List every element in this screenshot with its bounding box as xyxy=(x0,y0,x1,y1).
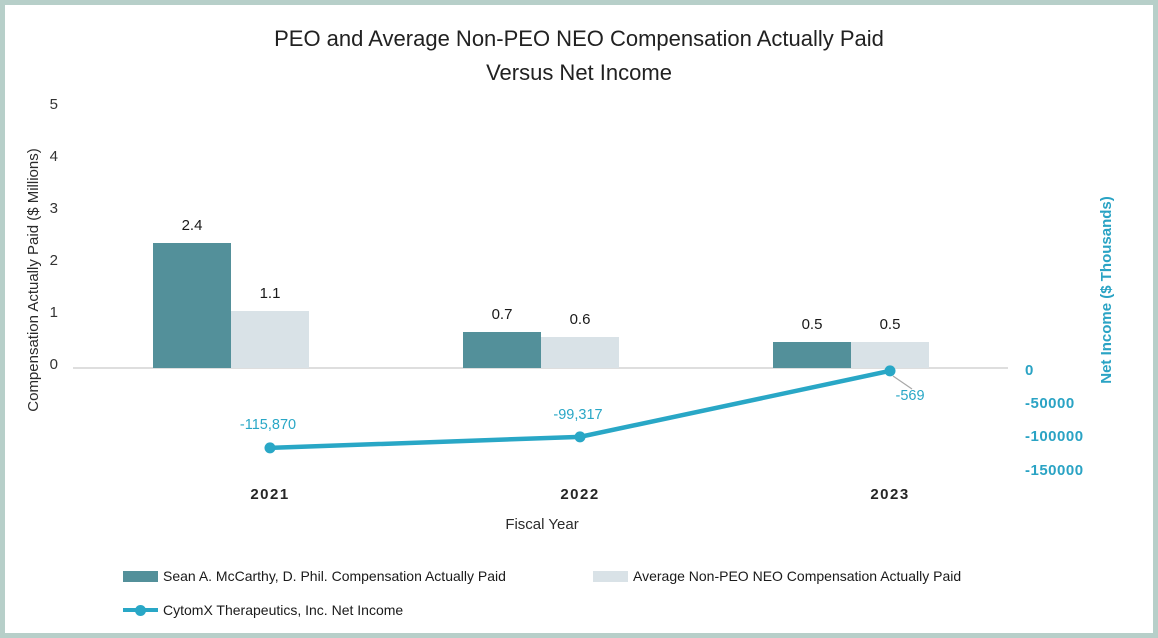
net-income-point xyxy=(264,442,276,454)
legend-swatch-nonpeo-bar xyxy=(593,571,628,582)
x-axis-tick: 2021 xyxy=(250,486,290,503)
right-axis-tick: 0 xyxy=(1025,361,1034,379)
right-axis-tick: -150000 xyxy=(1025,461,1084,479)
bar-value-label: 1.1 xyxy=(259,284,281,302)
legend-label-nonpeo-bar: Average Non-PEO NEO Compensation Actuall… xyxy=(633,568,962,584)
x-axis-title: Fiscal Year xyxy=(505,516,579,533)
label-leader-line xyxy=(892,375,913,390)
left-axis-tick: 1 xyxy=(49,304,58,321)
zero-gridline xyxy=(73,367,1008,369)
x-axis-tick: 2023 xyxy=(870,486,910,503)
chart-title-line2: Versus Net Income xyxy=(486,60,672,85)
left-axis-tick: 4 xyxy=(49,148,58,165)
left-axis-tick: 3 xyxy=(49,200,58,217)
bar-value-label: 0.5 xyxy=(801,316,823,333)
net-income-point xyxy=(884,365,896,377)
left-axis-tick: 2 xyxy=(49,252,58,269)
bar-value-label: 0.7 xyxy=(491,305,513,323)
compensation-bar-peo xyxy=(463,331,541,368)
point-value-label: -115,870 xyxy=(239,416,297,433)
compensation-bar-nonpeo xyxy=(231,310,309,368)
legend-marker-dot xyxy=(135,605,146,616)
bar-value-label: 2.4 xyxy=(181,217,203,235)
x-axis-tick: 2022 xyxy=(560,486,600,503)
bar-value-label: 0.6 xyxy=(569,310,591,328)
right-axis-tick: -100000 xyxy=(1025,428,1084,446)
point-value-label: -99,317 xyxy=(553,406,603,423)
chart-title-line1: PEO and Average Non-PEO NEO Compensation… xyxy=(274,26,884,51)
legend-label-peo-bar: Sean A. McCarthy, D. Phil. Compensation … xyxy=(163,568,506,584)
compensation-bar-peo xyxy=(773,342,851,368)
bar-value-label: 0.5 xyxy=(879,316,901,333)
legend-label-net-income-line: CytomX Therapeutics, Inc. Net Income xyxy=(163,602,404,618)
compensation-bar-nonpeo xyxy=(851,342,929,368)
compensation-bar-peo xyxy=(153,243,231,368)
right-axis-tick: -50000 xyxy=(1025,394,1075,412)
compensation-bar-nonpeo xyxy=(541,336,619,368)
left-axis-tick: 5 xyxy=(49,96,58,113)
left-axis-tick: 0 xyxy=(49,356,58,373)
net-income-point xyxy=(574,431,586,443)
point-value-label: -569 xyxy=(895,387,925,404)
legend-swatch-peo-bar xyxy=(123,571,158,582)
